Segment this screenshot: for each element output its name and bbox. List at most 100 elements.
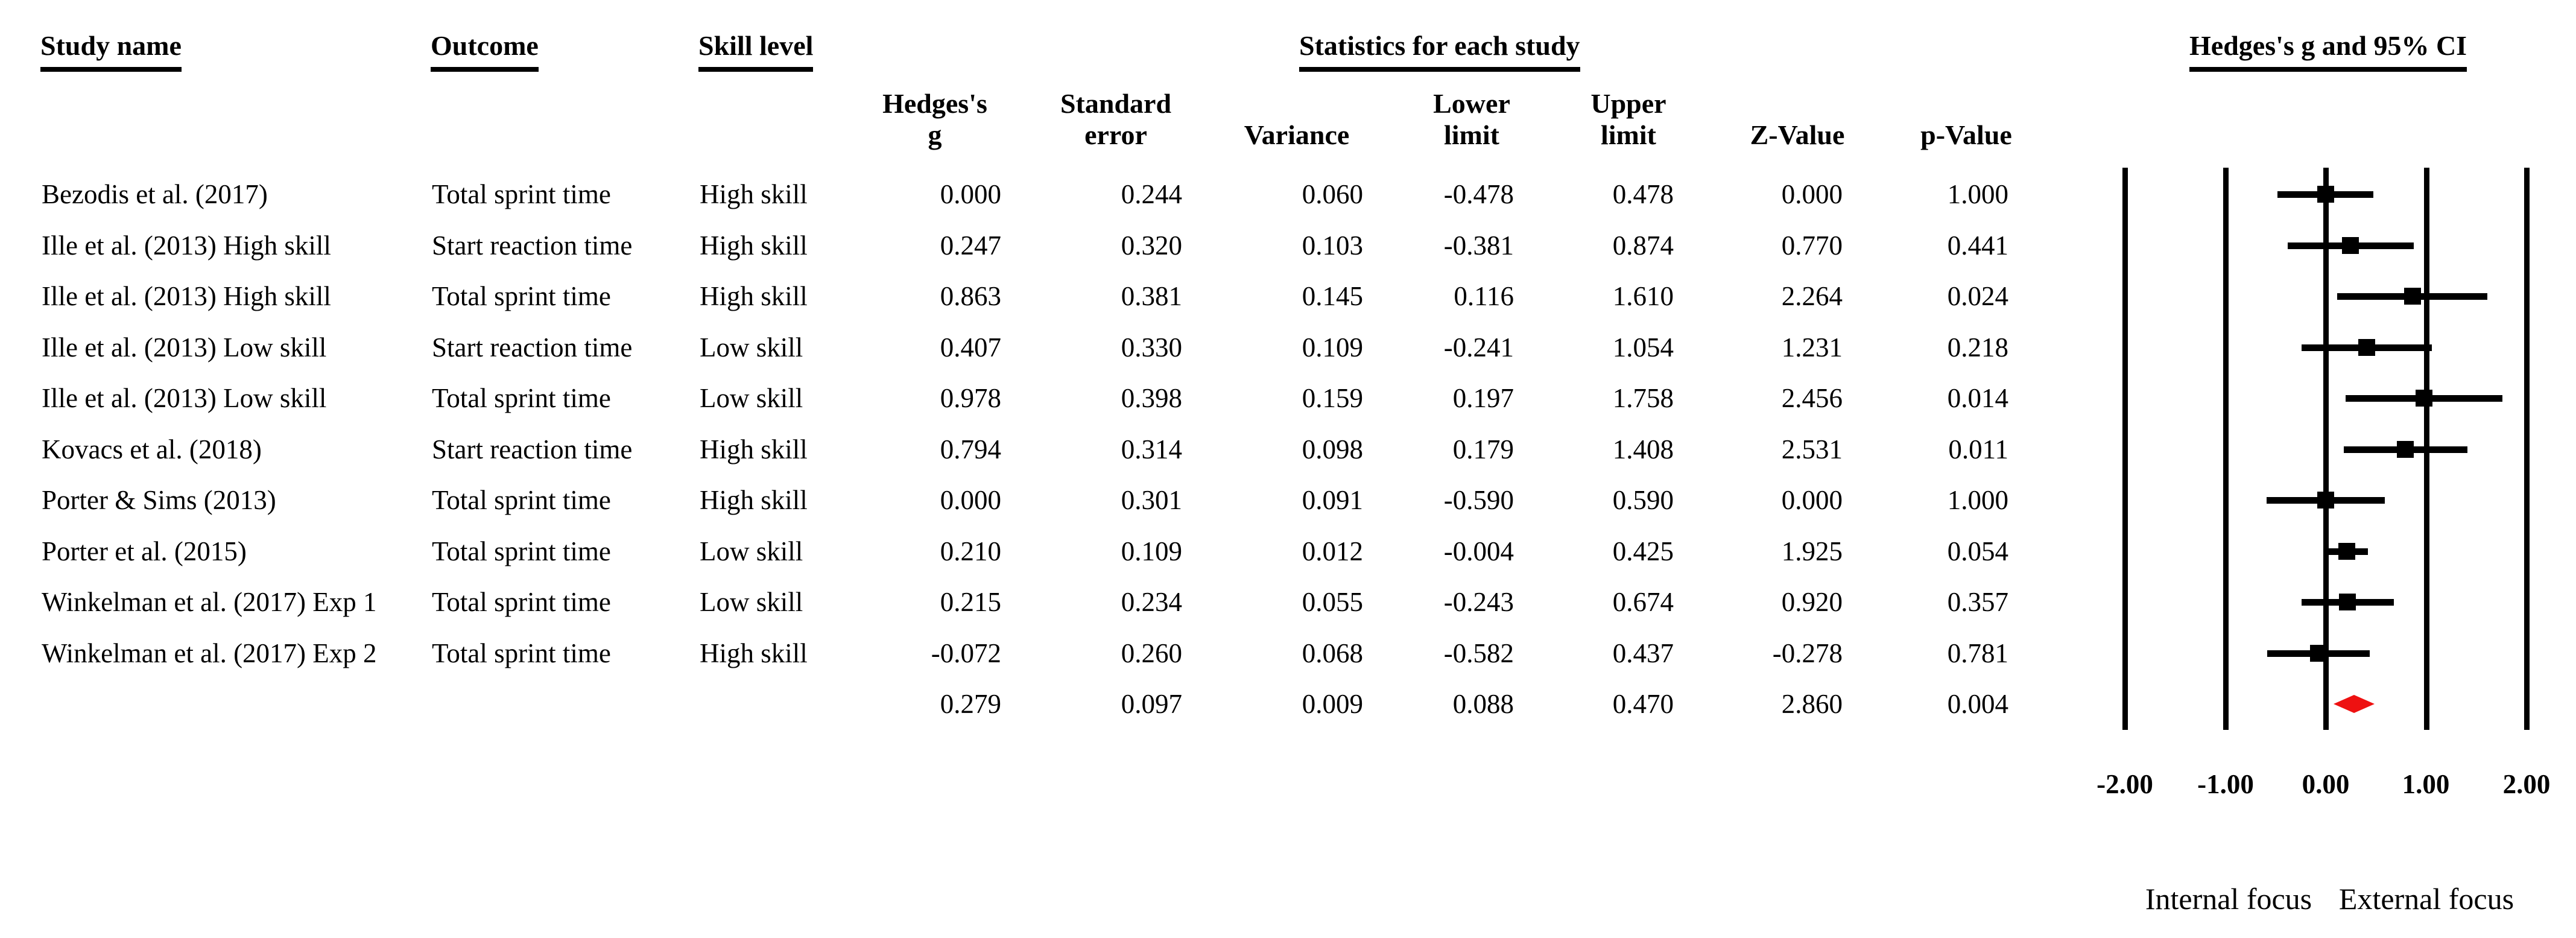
stat-cell-hedges-g: 0.215 [940, 587, 1001, 617]
stat-cell-p-value: 0.011 [1948, 434, 2008, 464]
stat-cell-lower-limit: -0.478 [1443, 179, 1514, 209]
stat-cell-lower-limit: 0.116 [1454, 281, 1514, 311]
direction-label-internal-focus: Internal focus [2145, 882, 2312, 916]
stat-cell-lower-limit: 0.197 [1452, 383, 1514, 413]
skill-level-cell: High skill [700, 485, 808, 515]
effect-square [2397, 441, 2414, 458]
stat-cell-lower-limit: -0.381 [1443, 230, 1514, 261]
stat-cell-variance: 0.159 [1302, 383, 1363, 413]
stat-cell-standard-error: 0.097 [1121, 689, 1182, 719]
axis-tick-label: -2.00 [2097, 769, 2153, 799]
stat-cell-standard-error: 0.109 [1121, 536, 1182, 566]
study-name-cell: Ille et al. (2013) High skill [42, 281, 331, 311]
effect-square [2310, 645, 2327, 662]
stat-cell-lower-limit: -0.590 [1443, 485, 1514, 515]
study-name-cell: Porter et al. (2015) [42, 536, 247, 566]
stat-cell-hedges-g: 0.863 [940, 281, 1001, 311]
stat-cell-z-value: 1.925 [1781, 536, 1843, 566]
outcome-cell: Total sprint time [432, 281, 611, 311]
summary-diamond [2334, 695, 2375, 713]
stat-cell-z-value: 2.531 [1781, 434, 1843, 464]
stat-cell-upper-limit: 0.874 [1612, 230, 1674, 261]
stat-cell-z-value: 0.920 [1781, 587, 1843, 617]
outcome-cell: Total sprint time [432, 179, 611, 209]
axis-tick-label: -1.00 [2197, 769, 2254, 799]
study-name-cell: Kovacs et al. (2018) [42, 434, 262, 464]
effect-square [2416, 390, 2432, 407]
stat-cell-upper-limit: 1.054 [1612, 332, 1674, 363]
study-name-cell: Winkelman et al. (2017) Exp 2 [42, 638, 377, 668]
stat-cell-hedges-g: 0.210 [940, 536, 1001, 566]
stat-cell-hedges-g: 0.000 [940, 179, 1001, 209]
stat-cell-hedges-g: 0.247 [940, 230, 1001, 261]
subheader-hedges-g: Hedges's g [882, 88, 987, 150]
stat-cell-upper-limit: 0.590 [1612, 485, 1674, 515]
stat-cell-p-value: 0.004 [1947, 689, 2008, 719]
stat-cell-lower-limit: 0.088 [1452, 689, 1514, 719]
effect-square [2339, 594, 2356, 610]
effect-square [2342, 237, 2359, 254]
stat-cell-variance: 0.145 [1302, 281, 1363, 311]
axis-gridline [2122, 168, 2128, 730]
stat-cell-upper-limit: 0.470 [1612, 689, 1674, 719]
stat-cell-variance: 0.098 [1302, 434, 1363, 464]
axis-tick-label: 0.00 [2302, 769, 2350, 799]
stat-cell-variance: 0.103 [1302, 230, 1363, 261]
stat-cell-variance: 0.068 [1302, 638, 1363, 668]
outcome-cell: Total sprint time [432, 536, 611, 566]
skill-level-cell: Low skill [700, 536, 803, 566]
stat-cell-z-value: 1.231 [1781, 332, 1843, 363]
axis-gridline [2323, 168, 2329, 730]
stat-cell-variance: 0.091 [1302, 485, 1363, 515]
outcome-cell: Start reaction time [432, 332, 633, 363]
subheader-standard-error: Standard error [1060, 88, 1172, 150]
stat-cell-upper-limit: 1.610 [1612, 281, 1674, 311]
stat-cell-variance: 0.055 [1302, 587, 1363, 617]
stat-cell-z-value: 0.770 [1781, 230, 1843, 261]
stat-cell-upper-limit: 0.674 [1612, 587, 1674, 617]
skill-level-cell: Low skill [700, 332, 803, 363]
column-header-study-name: Study name [40, 30, 182, 72]
stat-cell-standard-error: 0.398 [1121, 383, 1182, 413]
stats-subheader-row: Hedges's g Standard error Variance Lower… [0, 83, 2576, 151]
stat-cell-standard-error: 0.381 [1121, 281, 1182, 311]
subheader-lower-limit: Lower limit [1433, 88, 1510, 150]
stat-cell-upper-limit: 0.478 [1612, 179, 1674, 209]
axis-gridline [2524, 168, 2530, 730]
stat-cell-p-value: 0.014 [1947, 383, 2008, 413]
stat-cell-hedges-g: -0.072 [931, 638, 1001, 668]
skill-level-cell: High skill [700, 638, 808, 668]
stat-cell-hedges-g: 0.000 [940, 485, 1001, 515]
stat-cell-lower-limit: -0.243 [1443, 587, 1514, 617]
stat-cell-upper-limit: 0.425 [1612, 536, 1674, 566]
stat-cell-standard-error: 0.260 [1121, 638, 1182, 668]
direction-label-external-focus: External focus [2338, 882, 2514, 916]
column-header-outcome: Outcome [431, 30, 539, 72]
group-header-statistics: Statistics for each study [1299, 30, 1580, 72]
stat-cell-hedges-g: 0.407 [940, 332, 1001, 363]
outcome-cell: Total sprint time [432, 383, 611, 413]
stat-cell-z-value: 2.456 [1781, 383, 1843, 413]
outcome-cell: Total sprint time [432, 587, 611, 617]
effect-square [2338, 543, 2355, 560]
stat-cell-upper-limit: 1.408 [1612, 434, 1674, 464]
stat-cell-variance: 0.060 [1302, 179, 1363, 209]
stat-cell-variance: 0.012 [1302, 536, 1363, 566]
stat-cell-upper-limit: 1.758 [1612, 383, 1674, 413]
stat-cell-standard-error: 0.244 [1121, 179, 1182, 209]
outcome-cell: Total sprint time [432, 485, 611, 515]
stat-cell-p-value: 1.000 [1947, 485, 2008, 515]
stat-cell-p-value: 1.000 [1947, 179, 2008, 209]
study-name-cell: Porter & Sims (2013) [42, 485, 276, 515]
stat-cell-variance: 0.009 [1302, 689, 1363, 719]
group-header-ci: Hedges's g and 95% CI [2189, 30, 2467, 72]
outcome-cell: Start reaction time [432, 230, 633, 261]
column-header-skill-level: Skill level [698, 30, 814, 72]
study-name-cell: Ille et al. (2013) High skill [42, 230, 331, 261]
stat-cell-lower-limit: -0.004 [1443, 536, 1514, 566]
stat-cell-standard-error: 0.330 [1121, 332, 1182, 363]
stat-cell-upper-limit: 0.437 [1612, 638, 1674, 668]
skill-level-cell: High skill [700, 434, 808, 464]
stat-cell-z-value: -0.278 [1772, 638, 1843, 668]
